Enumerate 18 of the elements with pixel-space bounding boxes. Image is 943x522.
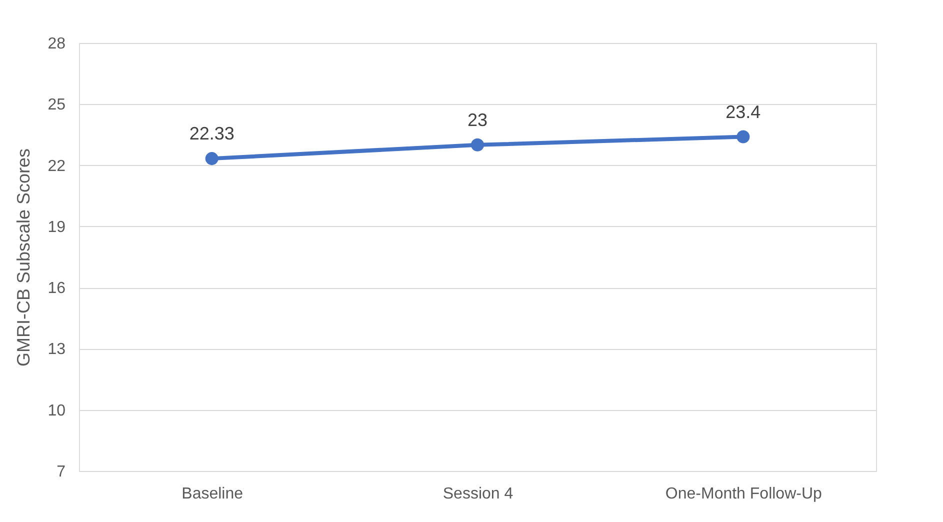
x-tick-label: Session 4 [442,486,514,502]
x-tick-label: One-Month Follow-Up [665,486,822,502]
y-tick-label: 19 [48,218,66,236]
data-label: 23 [467,110,488,130]
data-label: 23.4 [726,102,761,122]
y-tick-label: 16 [48,280,66,298]
y-tick-label: 10 [48,402,66,420]
y-tick-label: 25 [48,96,66,114]
y-tick-label: 13 [48,341,66,358]
point [736,130,750,144]
point [205,152,218,166]
point [470,138,484,152]
y-tick-label: 7 [56,464,66,480]
x-tick-label: Baseline [182,486,244,502]
y-axis-title: GMRI-CB Subscale Scores [14,148,34,367]
y-tick-label: 28 [48,36,66,52]
y-tick-label: 22 [48,158,66,175]
data-label: 22.33 [189,124,234,144]
